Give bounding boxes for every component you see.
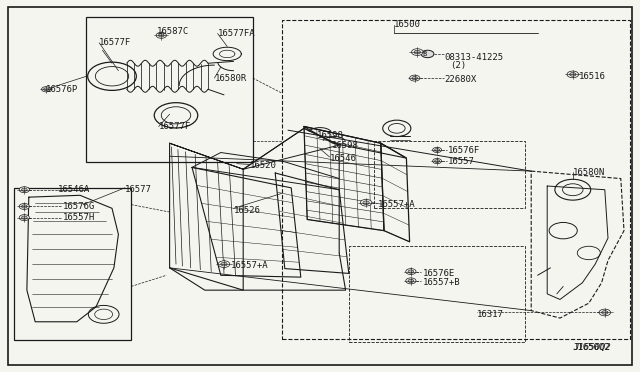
Circle shape (412, 77, 417, 80)
Text: 16577FA: 16577FA (218, 29, 255, 38)
Bar (374, 141, 525, 208)
Text: 08313-41225: 08313-41225 (445, 53, 504, 62)
Circle shape (570, 73, 576, 76)
Circle shape (19, 187, 29, 193)
Text: J1650Q2: J1650Q2 (573, 343, 611, 352)
Text: 16317: 16317 (477, 310, 504, 319)
Text: 16598: 16598 (317, 131, 344, 140)
Circle shape (19, 215, 29, 221)
Text: 16576G: 16576G (63, 202, 95, 211)
Circle shape (408, 279, 413, 282)
Circle shape (410, 75, 420, 81)
Circle shape (406, 278, 416, 284)
Circle shape (218, 261, 230, 267)
Text: 16557+B: 16557+B (422, 278, 460, 287)
Circle shape (22, 205, 27, 208)
Text: 22680X: 22680X (445, 76, 477, 84)
Text: 16587C: 16587C (157, 27, 189, 36)
Circle shape (433, 158, 442, 164)
Circle shape (363, 201, 369, 205)
Text: 16580N: 16580N (573, 169, 605, 177)
Text: 16557H: 16557H (63, 213, 95, 222)
Text: (2): (2) (450, 61, 466, 70)
Text: 16557: 16557 (448, 157, 475, 166)
Circle shape (421, 50, 434, 58)
Text: 16580R: 16580R (214, 74, 246, 83)
Text: 16598: 16598 (332, 141, 358, 150)
Text: 16500: 16500 (394, 20, 420, 29)
Circle shape (44, 88, 49, 91)
Circle shape (156, 32, 166, 38)
Text: 16546A: 16546A (58, 185, 90, 194)
Circle shape (221, 262, 227, 266)
Text: 16577: 16577 (125, 185, 152, 194)
Circle shape (412, 49, 423, 55)
Circle shape (414, 50, 420, 54)
Bar (86, 17, 253, 162)
Text: 16546: 16546 (330, 154, 356, 163)
Circle shape (435, 160, 440, 163)
Circle shape (19, 203, 29, 209)
Bar (349, 246, 525, 342)
Text: J1650Q2: J1650Q2 (573, 343, 611, 352)
Text: 16576F: 16576F (448, 146, 480, 155)
Circle shape (22, 216, 27, 219)
Text: B: B (422, 51, 426, 57)
Circle shape (602, 311, 608, 314)
Circle shape (567, 71, 579, 78)
Circle shape (360, 199, 372, 206)
Text: 16520: 16520 (250, 161, 276, 170)
Circle shape (42, 87, 51, 92)
Text: 16526: 16526 (234, 206, 260, 215)
Text: 16557+A: 16557+A (230, 262, 268, 270)
Circle shape (22, 188, 27, 191)
Circle shape (408, 270, 413, 273)
Circle shape (435, 148, 440, 151)
Circle shape (433, 147, 442, 153)
Text: 16577F: 16577F (99, 38, 131, 47)
Circle shape (406, 269, 416, 275)
Bar (282, 20, 630, 339)
Text: 16576P: 16576P (46, 85, 78, 94)
Text: 16576E: 16576E (422, 269, 454, 278)
Text: 16577F: 16577F (159, 122, 191, 131)
Text: 16516: 16516 (579, 72, 606, 81)
Circle shape (159, 34, 164, 37)
Text: 16557+A: 16557+A (378, 200, 415, 209)
Bar (14, 188, 131, 340)
Circle shape (599, 309, 611, 316)
